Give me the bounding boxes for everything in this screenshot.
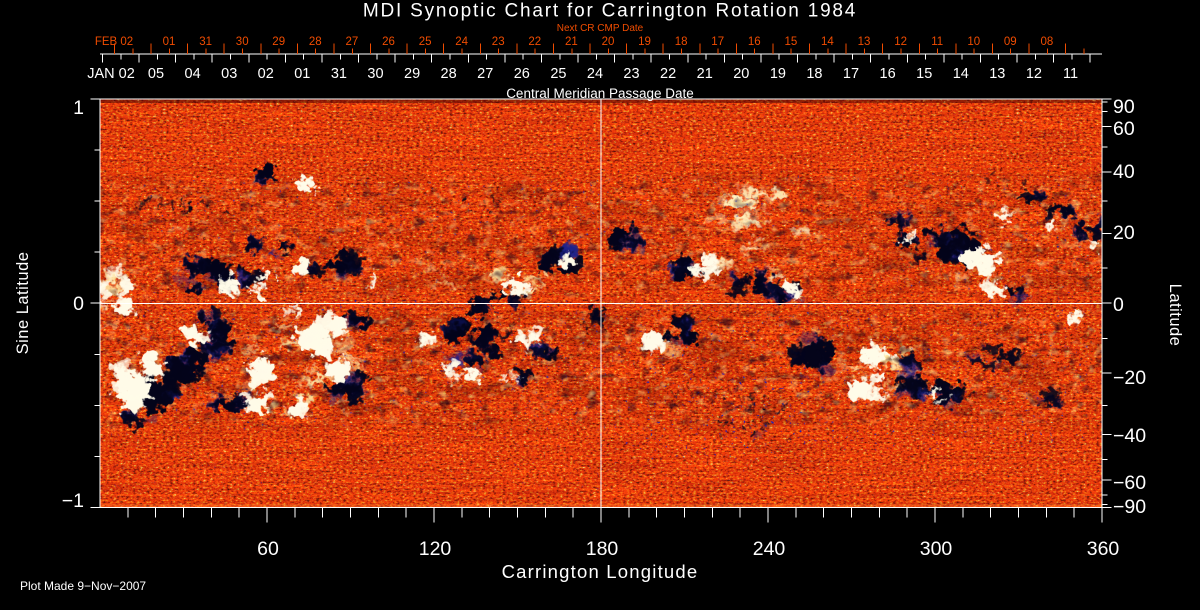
svg-text:12: 12 bbox=[894, 36, 907, 48]
svg-text:−60: −60 bbox=[1113, 472, 1146, 494]
svg-text:17: 17 bbox=[843, 66, 859, 82]
svg-text:23: 23 bbox=[492, 36, 505, 48]
svg-text:09: 09 bbox=[1004, 36, 1017, 48]
svg-text:JAN 02: JAN 02 bbox=[87, 66, 135, 82]
svg-text:360: 360 bbox=[1087, 538, 1120, 560]
svg-text:24: 24 bbox=[455, 36, 468, 48]
svg-text:60: 60 bbox=[1113, 118, 1135, 140]
svg-text:29: 29 bbox=[404, 66, 420, 82]
svg-text:40: 40 bbox=[1113, 161, 1135, 183]
svg-text:11: 11 bbox=[1063, 66, 1078, 82]
svg-text:19: 19 bbox=[770, 66, 786, 82]
svg-text:20: 20 bbox=[1113, 222, 1135, 244]
svg-text:240: 240 bbox=[753, 538, 786, 560]
svg-text:0: 0 bbox=[1113, 294, 1124, 316]
svg-text:01: 01 bbox=[163, 36, 176, 48]
svg-text:01: 01 bbox=[294, 66, 310, 82]
svg-text:30: 30 bbox=[236, 36, 249, 48]
svg-text:25: 25 bbox=[550, 66, 566, 82]
svg-text:05: 05 bbox=[148, 66, 164, 82]
svg-text:10: 10 bbox=[967, 36, 980, 48]
svg-text:180: 180 bbox=[586, 538, 619, 560]
svg-text:−1: −1 bbox=[62, 490, 84, 512]
svg-text:21: 21 bbox=[697, 66, 713, 82]
svg-text:04: 04 bbox=[185, 66, 201, 82]
svg-text:20: 20 bbox=[602, 36, 615, 48]
svg-text:11: 11 bbox=[931, 36, 943, 48]
svg-text:14: 14 bbox=[821, 36, 834, 48]
svg-text:29: 29 bbox=[272, 36, 285, 48]
svg-text:31: 31 bbox=[199, 36, 212, 48]
svg-text:17: 17 bbox=[711, 36, 724, 48]
svg-text:Plot Made 9−Nov−2007: Plot Made 9−Nov−2007 bbox=[20, 579, 146, 593]
svg-text:12: 12 bbox=[1026, 66, 1042, 82]
svg-text:21: 21 bbox=[565, 36, 578, 48]
svg-text:16: 16 bbox=[748, 36, 761, 48]
svg-text:MDI Synoptic Chart for Carring: MDI Synoptic Chart for Carrington Rotati… bbox=[363, 1, 857, 22]
svg-text:25: 25 bbox=[419, 36, 432, 48]
svg-text:Sine Latitude: Sine Latitude bbox=[14, 252, 32, 355]
svg-text:15: 15 bbox=[916, 66, 932, 82]
svg-text:300: 300 bbox=[920, 538, 953, 560]
svg-text:28: 28 bbox=[441, 66, 457, 82]
svg-text:30: 30 bbox=[367, 66, 383, 82]
svg-text:27: 27 bbox=[477, 66, 493, 82]
svg-text:23: 23 bbox=[623, 66, 639, 82]
svg-text:08: 08 bbox=[1041, 36, 1054, 48]
svg-text:16: 16 bbox=[880, 66, 896, 82]
svg-text:26: 26 bbox=[382, 36, 395, 48]
svg-text:27: 27 bbox=[346, 36, 359, 48]
svg-text:18: 18 bbox=[675, 36, 688, 48]
svg-text:28: 28 bbox=[309, 36, 322, 48]
svg-text:20: 20 bbox=[733, 66, 749, 82]
svg-text:Next CR CMP Date: Next CR CMP Date bbox=[557, 23, 644, 34]
svg-text:24: 24 bbox=[587, 66, 603, 82]
svg-text:31: 31 bbox=[331, 66, 347, 82]
svg-text:60: 60 bbox=[257, 538, 279, 560]
svg-text:13: 13 bbox=[858, 36, 871, 48]
svg-text:0: 0 bbox=[73, 293, 84, 315]
svg-text:22: 22 bbox=[660, 66, 676, 82]
svg-text:19: 19 bbox=[638, 36, 651, 48]
svg-text:−40: −40 bbox=[1113, 425, 1146, 447]
svg-text:Latitude: Latitude bbox=[1166, 284, 1184, 347]
svg-text:02: 02 bbox=[258, 66, 274, 82]
svg-text:90: 90 bbox=[1113, 96, 1135, 118]
svg-text:Carrington Longitude: Carrington Longitude bbox=[502, 561, 699, 582]
svg-text:1: 1 bbox=[73, 97, 84, 119]
svg-text:22: 22 bbox=[528, 36, 541, 48]
svg-text:26: 26 bbox=[514, 66, 530, 82]
svg-text:120: 120 bbox=[419, 538, 452, 560]
svg-text:13: 13 bbox=[989, 66, 1005, 82]
svg-text:Central Meridian Passage Date: Central Meridian Passage Date bbox=[506, 86, 694, 101]
svg-text:−20: −20 bbox=[1113, 367, 1146, 389]
svg-text:03: 03 bbox=[221, 66, 237, 82]
svg-text:18: 18 bbox=[806, 66, 822, 82]
svg-text:FEB 02: FEB 02 bbox=[95, 36, 133, 48]
svg-text:−90: −90 bbox=[1113, 496, 1146, 518]
svg-text:14: 14 bbox=[953, 66, 969, 82]
svg-text:15: 15 bbox=[785, 36, 798, 48]
